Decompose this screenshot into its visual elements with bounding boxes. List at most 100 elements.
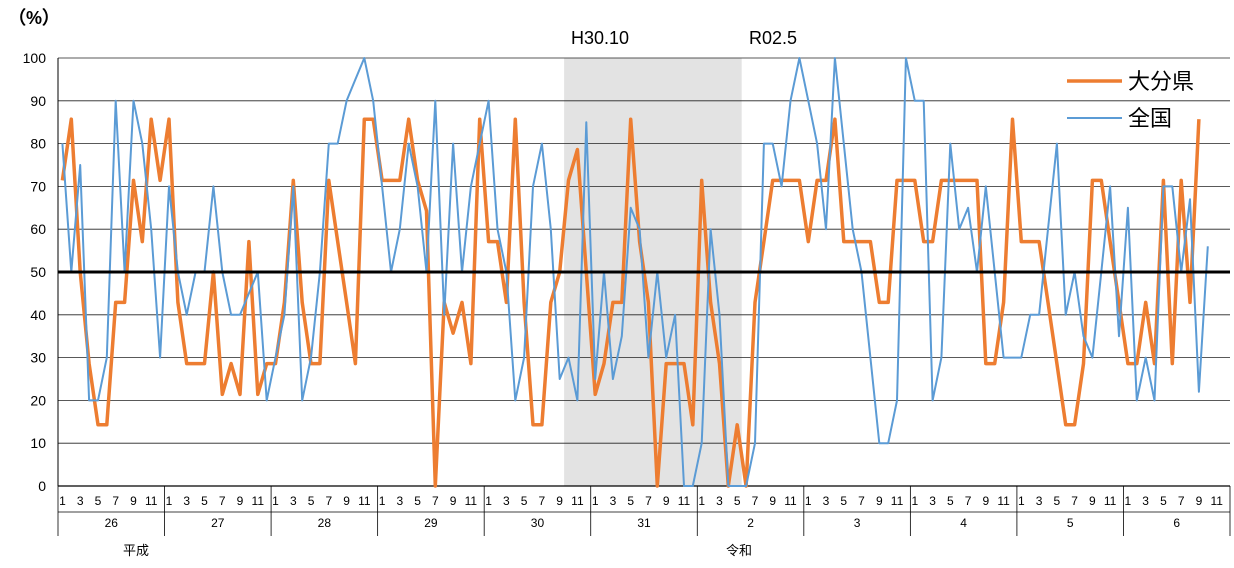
- month-tick-label: 7: [432, 494, 439, 508]
- legend-national-label: 全国: [1128, 106, 1172, 131]
- month-tick-label: 9: [663, 494, 670, 508]
- month-tick-label: 3: [716, 494, 723, 508]
- month-tick-label: 7: [965, 494, 972, 508]
- y-tick-labels: 0 10 20 30 40 50 60 70 80 90 100: [23, 50, 47, 494]
- y-tick-label: 50: [30, 264, 46, 280]
- month-tick-label: 1: [485, 494, 492, 508]
- month-tick-label: 1: [698, 494, 705, 508]
- month-tick-label: 1: [272, 494, 279, 508]
- year-label: 4: [960, 516, 967, 530]
- month-tick-label: 5: [947, 494, 954, 508]
- year-label: 30: [531, 516, 545, 530]
- grid-lines: [57, 57, 1230, 487]
- y-tick-label: 0: [38, 478, 46, 494]
- month-tick-label: 11: [784, 494, 797, 508]
- y-tick-label: 20: [30, 392, 46, 408]
- series-line-national: [61, 57, 1209, 487]
- month-tick-label: 9: [1089, 494, 1096, 508]
- month-tick-label: 5: [201, 494, 208, 508]
- month-tick-label: 3: [290, 494, 297, 508]
- month-tick-label: 7: [1178, 494, 1185, 508]
- month-tick-label: 9: [769, 494, 776, 508]
- y-tick-label: 80: [30, 136, 46, 152]
- era-label: 令和: [726, 543, 752, 558]
- month-tick-label: 5: [95, 494, 102, 508]
- month-tick-label: 11: [571, 494, 584, 508]
- month-tick-label: 7: [1071, 494, 1078, 508]
- month-tick-label: 1: [59, 494, 66, 508]
- month-tick-label: 11: [1210, 494, 1223, 508]
- month-tick-label: 9: [556, 494, 563, 508]
- year-label: 6: [1173, 516, 1180, 530]
- month-tick-label: 7: [752, 494, 759, 508]
- legend-oita-label: 大分県: [1128, 69, 1194, 94]
- month-tick-label: 11: [891, 494, 904, 508]
- month-tick-label: 3: [823, 494, 830, 508]
- month-tick-label: 3: [503, 494, 510, 508]
- month-tick-label: 7: [112, 494, 119, 508]
- year-label: 5: [1067, 516, 1074, 530]
- month-tick-label: 9: [982, 494, 989, 508]
- month-tick-label: 3: [929, 494, 936, 508]
- shade-start-label: H30.10: [571, 28, 629, 48]
- year-label: 31: [637, 516, 651, 530]
- month-tick-label: 11: [997, 494, 1010, 508]
- month-tick-label: 1: [1125, 494, 1132, 508]
- year-label: 29: [424, 516, 438, 530]
- series-line-oita: [60, 117, 1201, 488]
- y-tick-label: 100: [23, 50, 47, 66]
- month-tick-label: 1: [911, 494, 918, 508]
- month-tick-label: 9: [343, 494, 350, 508]
- month-tick-label: 1: [592, 494, 599, 508]
- month-tick-label: 11: [358, 494, 371, 508]
- month-tick-label: 5: [1160, 494, 1167, 508]
- month-tick-label: 9: [237, 494, 244, 508]
- y-tick-label: 60: [30, 221, 46, 237]
- month-tick-label: 1: [1018, 494, 1025, 508]
- year-label: 2: [747, 516, 754, 530]
- month-tick-label: 11: [145, 494, 158, 508]
- series-layer: [58, 57, 1230, 488]
- month-tick-label: 7: [858, 494, 865, 508]
- era-label: 平成: [123, 543, 149, 558]
- month-tick-label: 11: [465, 494, 478, 508]
- month-tick-label: 5: [840, 494, 847, 508]
- month-tick-label: 3: [1036, 494, 1043, 508]
- month-tick-label: 9: [1196, 494, 1203, 508]
- year-label: 27: [211, 516, 225, 530]
- y-tick-label: 70: [30, 178, 46, 194]
- shade-end-label: R02.5: [749, 28, 797, 48]
- year-label: 26: [105, 516, 119, 530]
- month-tick-label: 5: [308, 494, 315, 508]
- year-label: 28: [318, 516, 332, 530]
- month-tick-label: 11: [1104, 494, 1117, 508]
- month-tick-label: 5: [1054, 494, 1061, 508]
- month-tick-label: 3: [77, 494, 84, 508]
- month-tick-label: 5: [627, 494, 634, 508]
- y-tick-label: 90: [30, 93, 46, 109]
- month-tick-label: 7: [645, 494, 652, 508]
- month-tick-label: 1: [379, 494, 386, 508]
- month-tick-label: 9: [876, 494, 883, 508]
- month-tick-label: 3: [1142, 494, 1149, 508]
- month-tick-label: 1: [805, 494, 812, 508]
- month-tick-label: 11: [678, 494, 691, 508]
- month-tick-label: 5: [521, 494, 528, 508]
- y-axis-label: （%）: [8, 8, 60, 28]
- legend: 大分県 全国: [1067, 69, 1194, 131]
- y-tick-label: 10: [30, 435, 46, 451]
- month-tick-label: 5: [414, 494, 421, 508]
- month-tick-label: 7: [539, 494, 546, 508]
- month-tick-label: 9: [450, 494, 457, 508]
- month-tick-label: 3: [183, 494, 190, 508]
- y-tick-label: 40: [30, 307, 46, 323]
- month-tick-label: 5: [734, 494, 741, 508]
- month-tick-label: 3: [610, 494, 617, 508]
- month-tick-label: 9: [130, 494, 137, 508]
- month-tick-label: 3: [396, 494, 403, 508]
- year-label: 3: [854, 516, 861, 530]
- month-tick-label: 11: [252, 494, 265, 508]
